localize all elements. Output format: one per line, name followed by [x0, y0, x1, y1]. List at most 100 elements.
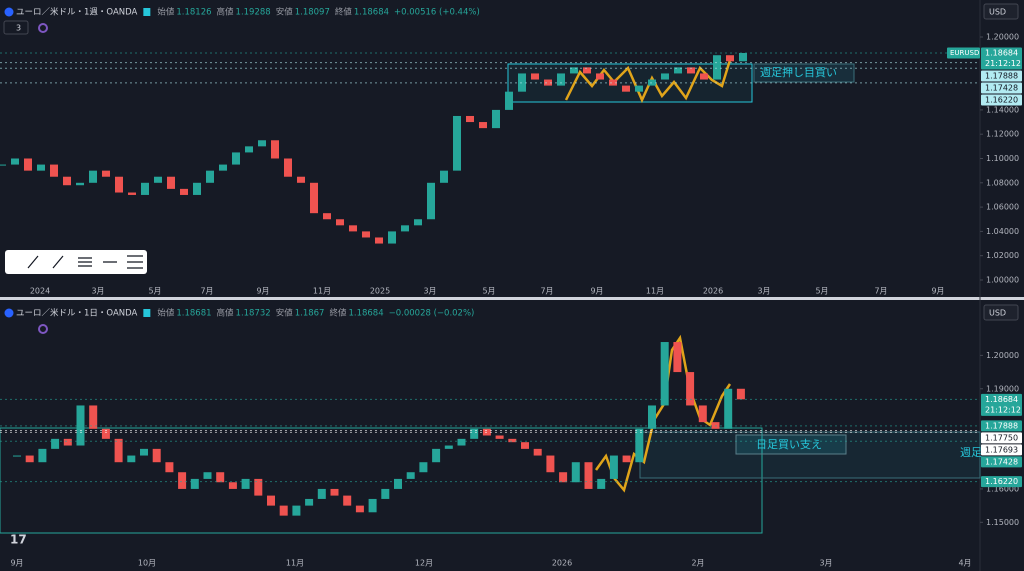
candle: [521, 442, 529, 449]
indicator-toggle[interactable]: [3, 20, 29, 35]
symbol-icon: [4, 308, 14, 318]
candle: [305, 498, 314, 506]
candle: [232, 152, 240, 165]
candle: [686, 372, 695, 406]
candle: [444, 445, 453, 449]
candle: [349, 225, 357, 232]
candle: [271, 140, 279, 159]
candle: [571, 462, 580, 483]
candle: [25, 455, 34, 463]
candle: [440, 170, 448, 183]
candle: [37, 164, 45, 171]
price-label: 1.18684: [985, 48, 1018, 57]
x-tick-label: 2026: [703, 287, 723, 296]
toolbar-bg: [5, 250, 147, 274]
y-tick-label: 1.06000: [986, 203, 1019, 212]
y-tick-label: 1.20000: [986, 351, 1019, 360]
candle: [492, 109, 500, 129]
currency-button[interactable]: [983, 304, 1019, 321]
candle: [279, 505, 288, 516]
candle: [544, 79, 552, 86]
candle: [89, 405, 98, 429]
price-label: 1.17888: [985, 71, 1018, 80]
y-tick-label: 1.19000: [986, 384, 1019, 393]
candle: [355, 505, 364, 513]
candle: [388, 231, 396, 244]
symbol-name: ユーロ／米ドル・1週・OANDA: [16, 7, 138, 18]
candle: [401, 225, 409, 232]
candle: [101, 428, 110, 439]
candle: [648, 79, 656, 86]
candle: [635, 428, 644, 463]
price-label-box: [981, 47, 1022, 70]
candle: [609, 79, 617, 86]
price-label: 1.17888: [985, 421, 1018, 430]
x-tick-label: 9月: [10, 559, 23, 568]
price-label-box: [981, 393, 1022, 416]
x-tick-label: 11月: [286, 559, 304, 568]
ohlc-value: 1.1867: [295, 309, 325, 319]
candle: [724, 388, 733, 429]
candle: [203, 472, 212, 479]
candle: [661, 73, 669, 80]
y-tick-label: 1.14000: [986, 105, 1019, 114]
candle: [362, 231, 370, 238]
candle: [466, 115, 474, 123]
candle: [154, 176, 162, 183]
candle: [739, 52, 747, 62]
price-label-box: [981, 420, 1022, 432]
candle: [622, 85, 630, 92]
settings-icon: [38, 23, 48, 33]
price-label-box: [981, 70, 1022, 82]
candle: [310, 182, 318, 214]
candle: [432, 448, 441, 463]
candle: [635, 85, 643, 92]
candle: [330, 488, 339, 496]
candle: [597, 478, 606, 489]
candle: [11, 158, 19, 165]
indicator-count: 3: [16, 24, 21, 33]
drawing-toolbar[interactable]: [5, 250, 147, 274]
label-box: [735, 434, 847, 455]
ohlc-label: 高値: [217, 308, 235, 319]
label-box: [753, 63, 855, 83]
candle: [336, 219, 344, 226]
candle: [216, 472, 225, 483]
candle: [508, 438, 517, 443]
x-tick-label: 4月: [958, 559, 971, 568]
candle: [495, 435, 504, 439]
candle: [736, 388, 745, 400]
ohlc-label: 安値: [276, 308, 294, 319]
ohlc-value: 1.18097: [295, 8, 330, 18]
candle: [609, 455, 618, 479]
support-box: [0, 427, 763, 534]
x-tick-label: 2024: [30, 287, 50, 296]
x-tick-label: 3月: [819, 559, 832, 568]
candle: [660, 342, 669, 406]
x-tick-label: 7月: [200, 287, 213, 296]
candle: [0, 164, 6, 166]
x-tick-label: 3月: [423, 287, 436, 296]
symbol-tag: EURUSD: [950, 49, 979, 57]
candle: [419, 462, 428, 473]
candle: [258, 140, 266, 147]
candle: [570, 67, 578, 74]
candle: [76, 182, 84, 186]
candle: [38, 448, 47, 463]
candle: [127, 455, 136, 463]
change: −0.00028 (−0.02%): [389, 309, 475, 319]
currency-button[interactable]: [983, 3, 1019, 20]
panel-divider: [0, 297, 1024, 300]
x-tick-label: 2025: [370, 287, 390, 296]
annotation: 週足押し目買い: [760, 65, 837, 79]
ohlc-value: 1.18684: [354, 8, 389, 18]
candle: [24, 158, 32, 171]
x-tick-label: 5月: [815, 287, 828, 296]
candle: [557, 73, 565, 86]
candle: [102, 170, 110, 177]
candle: [284, 158, 292, 177]
candle: [453, 115, 461, 171]
countdown: 21:12:12: [985, 405, 1021, 414]
toolbar-icons[interactable]: [27, 255, 143, 269]
